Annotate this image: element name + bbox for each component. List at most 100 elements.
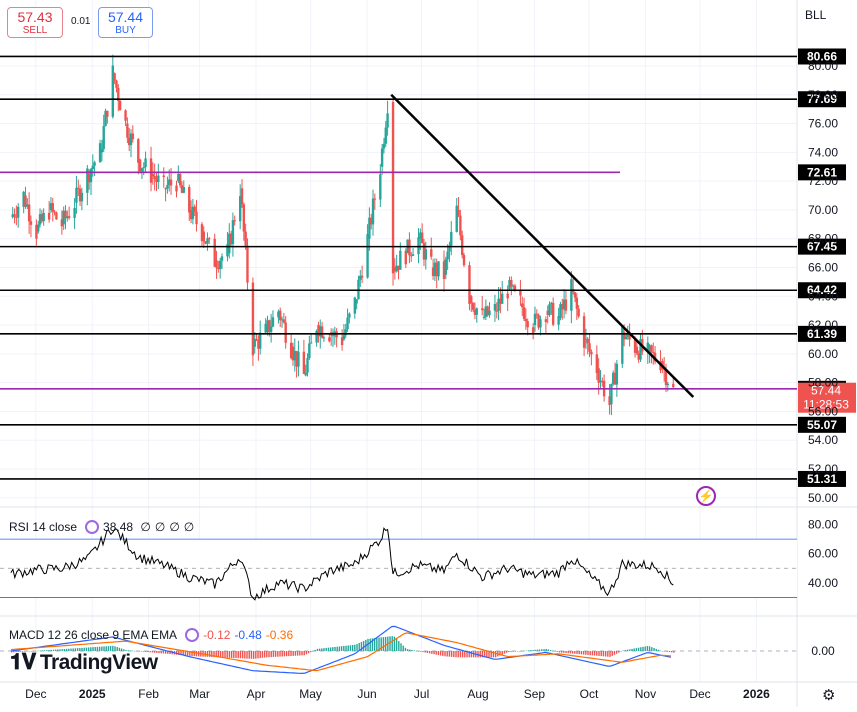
- candle-body: [131, 133, 135, 140]
- date-tick-label: Feb: [138, 687, 159, 701]
- rsi-title: RSI 14 close: [9, 520, 78, 534]
- price-level-tag: [798, 470, 846, 487]
- tv-logo-icon: 𝟏𝐕: [10, 649, 36, 674]
- gear-icon[interactable]: [185, 628, 200, 642]
- candle-body: [482, 316, 486, 318]
- macd-histogram-bar: [158, 651, 160, 654]
- settings-icon[interactable]: ⚙: [822, 687, 836, 704]
- macd-histogram-bar: [373, 638, 376, 651]
- price-tick-label: 68.00: [808, 232, 838, 246]
- buy-button[interactable]: 57.44 BUY: [98, 7, 153, 38]
- price-tick-label: 72.00: [808, 174, 838, 188]
- sell-button[interactable]: 57.43 SELL: [7, 7, 63, 38]
- macd-histogram-bar: [180, 651, 182, 656]
- macd-histogram-bar: [96, 646, 99, 651]
- candle-body: [106, 110, 109, 117]
- macd-histogram-bar: [211, 651, 213, 658]
- candle-body: [178, 173, 182, 186]
- candle-body: [27, 204, 31, 222]
- macd-histogram-bar: [602, 651, 605, 657]
- candle-body: [511, 285, 515, 287]
- candle-body: [238, 196, 242, 222]
- macd-histogram-bar: [222, 651, 224, 658]
- macd-histogram-bar: [123, 649, 125, 651]
- candle-body: [115, 80, 118, 88]
- macd-histogram-bar: [37, 650, 39, 652]
- candle-body: [433, 262, 437, 277]
- rsi-tick-label: 80.00: [808, 518, 838, 532]
- macd-histogram-bar: [514, 651, 517, 652]
- macd-histogram-bar: [648, 646, 651, 651]
- macd-histogram-bar: [499, 651, 501, 656]
- macd-histogram-bar: [127, 650, 129, 651]
- macd-histogram-bar: [351, 644, 354, 651]
- macd-histogram-bar: [598, 651, 600, 656]
- candle-body: [328, 337, 331, 342]
- macd-histogram-bar: [391, 636, 393, 651]
- macd-histogram-bar: [208, 651, 211, 657]
- rsi-extra: ∅: [154, 520, 166, 534]
- candle-body: [355, 299, 358, 304]
- candle-body: [510, 280, 513, 287]
- macd-histogram-bar: [494, 651, 497, 658]
- macd-histogram-bar: [409, 649, 411, 651]
- price-level-tag: [798, 164, 846, 181]
- macd-histogram-bar: [369, 638, 371, 651]
- macd-histogram-bar: [624, 650, 627, 651]
- macd-histogram-bar: [508, 651, 510, 653]
- macd-histogram-bar: [611, 651, 613, 656]
- candle-body: [586, 338, 589, 344]
- candle-body: [639, 339, 642, 360]
- macd-histogram-bar: [422, 651, 424, 653]
- candle-body: [15, 216, 18, 218]
- candle-body: [370, 217, 373, 225]
- macd-histogram-bar: [536, 649, 539, 651]
- candle-body: [295, 350, 298, 367]
- macd-histogram-bar: [670, 651, 673, 653]
- flash-icon[interactable]: ⚡: [696, 486, 716, 506]
- candle-body: [255, 339, 258, 341]
- price-level-label: 67.45: [807, 240, 837, 254]
- macd-histogram-bar: [24, 651, 26, 652]
- macd-histogram-bar: [101, 646, 103, 651]
- macd-histogram-bar: [259, 651, 261, 659]
- macd-histogram-bar: [74, 648, 77, 651]
- candle-body: [213, 238, 216, 267]
- macd-histogram-bar: [618, 651, 620, 653]
- macd-histogram-bar: [270, 651, 272, 658]
- macd-histogram-bar: [85, 647, 88, 651]
- candle-body: [73, 208, 76, 219]
- candle-body: [206, 238, 209, 244]
- macd-histogram-bar: [512, 651, 514, 652]
- candle-body: [240, 188, 244, 205]
- date-tick-label: Dec: [689, 687, 710, 701]
- candle-body: [215, 260, 218, 268]
- candle-body: [493, 304, 497, 311]
- gear-icon[interactable]: [85, 520, 100, 534]
- macd-histogram-bar: [129, 650, 132, 651]
- price-level-tag: [798, 48, 846, 65]
- macd-histogram-bar: [629, 649, 631, 651]
- price-level-label: 51.31: [807, 472, 837, 486]
- macd-histogram-bar: [15, 651, 17, 653]
- macd-histogram-bar: [532, 650, 534, 651]
- macd-histogram-bar: [358, 642, 360, 651]
- macd-legend[interactable]: MACD 12 26 close 9 EMA EMA -0.12 -0.48 -0.3…: [9, 628, 297, 642]
- candle-body: [277, 311, 280, 318]
- macd-histogram-bar: [294, 651, 297, 656]
- candle-body: [495, 310, 498, 312]
- macd-histogram-bar: [455, 651, 457, 658]
- symbol-label[interactable]: BLL: [805, 8, 827, 22]
- price-level-tag: [798, 416, 846, 433]
- candle-body: [180, 185, 184, 193]
- rsi-legend[interactable]: RSI 14 close 38.48 ∅ ∅ ∅ ∅: [9, 520, 198, 534]
- date-tick-label: 2026: [743, 687, 770, 701]
- macd-histogram-bar: [587, 651, 589, 655]
- candle-body: [468, 265, 471, 304]
- price-tick-label: 60.00: [808, 347, 838, 361]
- date-tick-label: Apr: [247, 687, 266, 701]
- macd-histogram-bar: [318, 648, 321, 651]
- candle-body: [26, 204, 29, 207]
